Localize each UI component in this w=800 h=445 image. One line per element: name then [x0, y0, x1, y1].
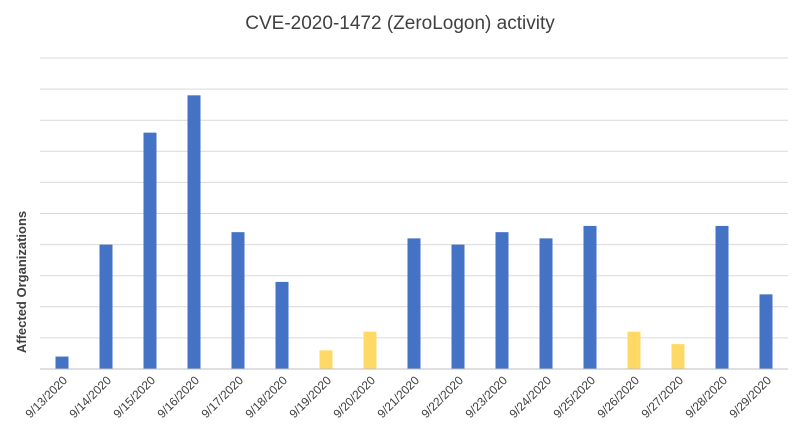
bar-9-29-2020 [759, 294, 773, 369]
x-tick-labels: 9/13/20209/14/20209/15/20209/16/20209/17… [22, 373, 774, 421]
bar-9-18-2020 [275, 281, 289, 369]
bar-9-16-2020 [187, 95, 201, 369]
x-tick-label: 9/16/2020 [154, 373, 202, 421]
x-tick-label: 9/15/2020 [110, 373, 158, 421]
bar-9-23-2020 [495, 232, 509, 369]
bar-9-14-2020 [99, 244, 113, 369]
gridlines [40, 57, 788, 339]
bar-9-24-2020 [539, 238, 553, 369]
x-tick-label: 9/14/2020 [66, 373, 114, 421]
x-tick-label: 9/26/2020 [594, 373, 642, 421]
x-tick-label: 9/17/2020 [198, 373, 246, 421]
x-tick-label: 9/27/2020 [638, 373, 686, 421]
x-tick-label: 9/22/2020 [418, 373, 466, 421]
bar-9-22-2020 [451, 244, 465, 369]
bar-9-13-2020 [55, 356, 69, 369]
x-tick-label: 9/18/2020 [242, 373, 290, 421]
x-tick-label: 9/19/2020 [286, 373, 334, 421]
bar-9-21-2020 [407, 238, 421, 369]
x-tick-label: 9/23/2020 [462, 373, 510, 421]
x-tick-label: 9/24/2020 [506, 373, 554, 421]
x-tick-label: 9/21/2020 [374, 373, 422, 421]
x-tick-label: 9/20/2020 [330, 373, 378, 421]
x-tick-label: 9/28/2020 [682, 373, 730, 421]
bar-9-17-2020 [231, 232, 245, 369]
bar-9-20-2020 [363, 331, 377, 369]
x-tick-label: 9/13/2020 [22, 373, 70, 421]
bar-9-15-2020 [143, 132, 157, 369]
y-axis-label: Affected Organizations [14, 211, 29, 353]
chart-title: CVE-2020-1472 (ZeroLogon) activity [245, 13, 555, 34]
bar-9-27-2020 [671, 344, 685, 369]
x-tick-label: 9/29/2020 [726, 373, 774, 421]
bar-9-26-2020 [627, 331, 641, 369]
bar-9-28-2020 [715, 225, 729, 369]
x-tick-label: 9/25/2020 [550, 373, 598, 421]
bar-9-19-2020 [319, 350, 333, 369]
bar-9-25-2020 [583, 225, 597, 369]
bars [55, 95, 773, 369]
